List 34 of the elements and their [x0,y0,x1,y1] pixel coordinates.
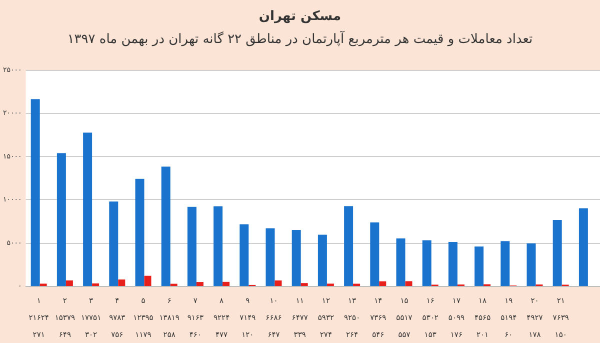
bar [144,276,152,286]
bar [379,281,386,286]
bar [240,224,249,286]
bar [222,282,230,286]
bar [500,241,510,286]
bar [92,283,100,286]
bar [526,243,536,286]
bar [552,220,562,286]
bar [187,206,196,286]
bar [578,208,588,286]
bar [370,222,380,286]
bar [266,228,275,286]
bar [318,234,327,286]
bar [118,279,126,286]
bar [196,282,204,286]
chart-subtitle: تعداد معاملات و قیمت هر مترمربع آپارتمان در مناطق ۲۲ گانه تهران در بهمن ماه ۱۳۹۷ [67,30,534,47]
bar [30,99,40,286]
bar [135,178,144,286]
bar [56,153,66,286]
bar [405,281,412,286]
bar [300,283,308,286]
bar [109,201,118,286]
bar [344,206,354,286]
bar [83,132,92,286]
bar [422,240,432,286]
bar [66,280,73,286]
bar [274,280,282,286]
bar [396,238,406,286]
bar [474,246,484,286]
chart-title: مسکن تهران [258,9,342,24]
bar [161,166,170,286]
bar [292,230,301,286]
bar [448,242,458,286]
bar [214,206,223,286]
